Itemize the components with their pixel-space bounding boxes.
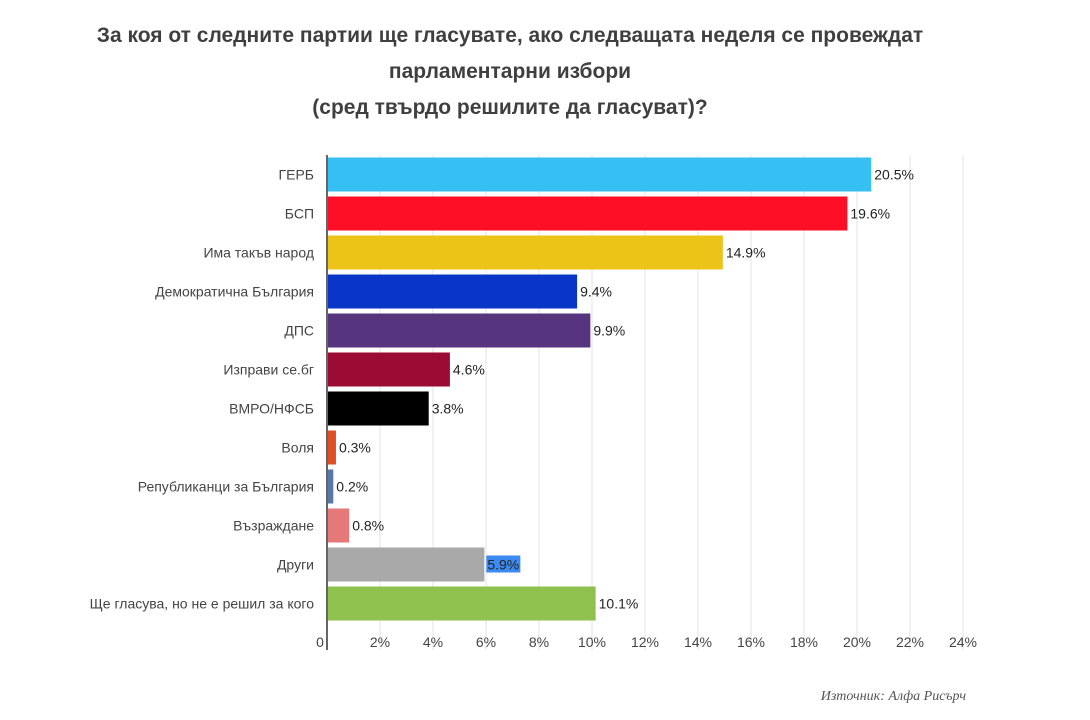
bar	[328, 391, 429, 426]
data-label: 0.3%	[339, 440, 371, 456]
source-note: Източник: Алфа Рисърч	[820, 689, 966, 704]
bar	[328, 235, 723, 270]
x-tick-label: 20%	[843, 634, 871, 650]
x-tick-label: 2%	[370, 634, 390, 650]
category-label: Демократична България	[155, 284, 314, 300]
x-tick-label: 22%	[896, 634, 924, 650]
category-label: Има такъв народ	[203, 245, 314, 261]
chart-title-line-1: За коя от следните партии ще гласувате, …	[96, 24, 924, 47]
bar	[328, 274, 578, 309]
x-tick-label: 6%	[476, 634, 496, 650]
category-label: Възраждане	[233, 518, 314, 534]
x-tick-label: 16%	[737, 634, 765, 650]
data-label: 3.8%	[432, 401, 464, 417]
bar	[328, 547, 485, 582]
data-label: 10.1%	[599, 596, 639, 612]
bar	[328, 352, 450, 387]
data-label: 14.9%	[726, 245, 766, 261]
x-tick-label: 24%	[949, 634, 977, 650]
category-label: ДПС	[284, 323, 314, 339]
category-label: Републиканци за България	[138, 479, 314, 495]
x-tick-label: 12%	[631, 634, 659, 650]
data-label: 0.2%	[336, 479, 368, 495]
category-label: БСП	[285, 206, 314, 222]
data-label: 0.8%	[352, 518, 384, 534]
x-tick-label: 10%	[578, 634, 606, 650]
category-label: ВМРО/НФСБ	[229, 401, 314, 417]
data-label: 4.6%	[453, 362, 485, 378]
x-tick-label: 8%	[529, 634, 549, 650]
bar	[328, 430, 336, 465]
x-tick-label: 4%	[423, 634, 443, 650]
bar	[328, 157, 872, 192]
data-label: 20.5%	[874, 167, 914, 183]
x-tick-label: 18%	[790, 634, 818, 650]
category-label: Ще гласува, но не е решил за кого	[90, 596, 315, 612]
bar	[328, 469, 334, 504]
chart-title-line-2: парламентарни избори	[388, 60, 632, 83]
data-label: 5.9%	[487, 557, 519, 573]
category-label: Други	[277, 557, 314, 573]
chart-title: За коя от следните партии ще гласувате, …	[0, 18, 1020, 126]
labels: 0 2% 4% 6% 8% 10% 12% 14% 16% 18% 20% 22% 24% ГЕРБ 20.…	[90, 167, 977, 651]
bars	[328, 157, 872, 621]
category-label: ГЕРБ	[279, 167, 314, 183]
data-label: 19.6%	[850, 206, 890, 222]
category-label: Изправи се.бг	[223, 362, 314, 378]
x-tick-label: 0	[316, 634, 324, 650]
bar	[328, 508, 350, 543]
chart-title-line-3: (сред твърдо решилите да гласуват)?	[312, 96, 708, 119]
bar	[328, 586, 596, 621]
category-label: Воля	[281, 440, 314, 456]
data-label: 9.9%	[593, 323, 625, 339]
x-tick-label: 14%	[684, 634, 712, 650]
bar	[328, 196, 848, 231]
data-label: 9.4%	[580, 284, 612, 300]
bar	[328, 313, 591, 348]
data-label-highlight	[486, 555, 521, 573]
